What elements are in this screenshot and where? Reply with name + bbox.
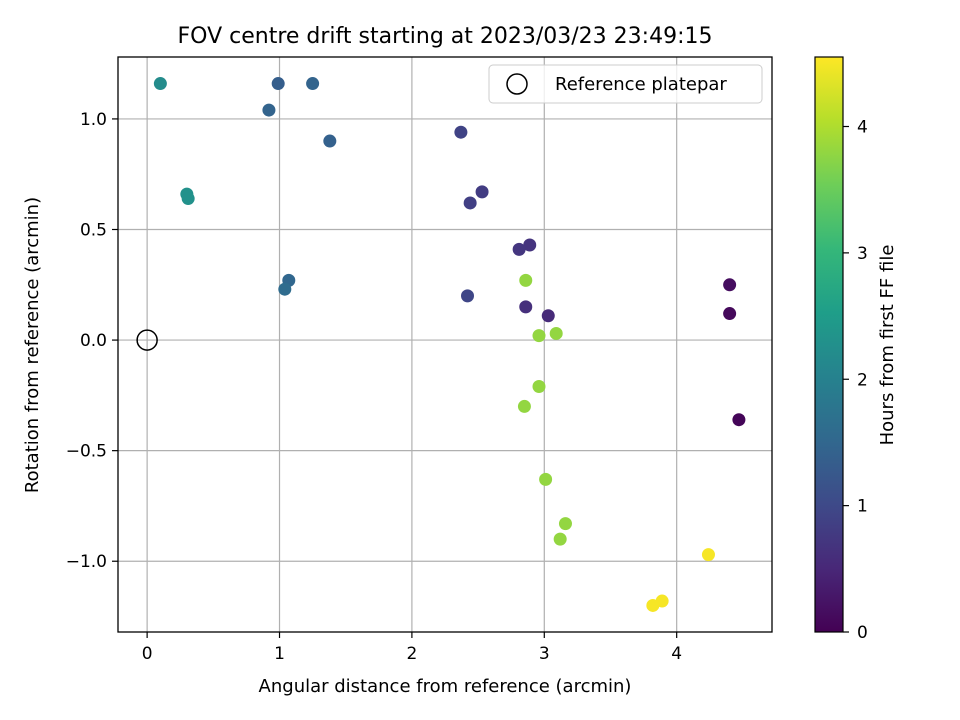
data-point	[517, 399, 531, 413]
y-tick-label: −1.0	[66, 552, 107, 572]
data-point	[454, 125, 468, 139]
legend-marker-reference	[506, 73, 528, 95]
data-point	[181, 192, 195, 206]
legend-box	[488, 64, 763, 104]
colorbar-tick-label: 4	[857, 118, 868, 138]
data-point	[271, 77, 285, 91]
y-axis-ticks: −1.0 −0.5 0.0 0.5 1.0	[66, 110, 118, 572]
reference-marker	[136, 329, 158, 351]
data-point	[646, 598, 660, 612]
data-point	[278, 282, 292, 296]
data-point	[723, 278, 737, 292]
data-point	[701, 548, 715, 562]
colorbar	[815, 57, 843, 632]
reference-platepar-point	[136, 329, 158, 351]
y-tick-label: 0.5	[80, 221, 107, 241]
data-point	[541, 309, 555, 323]
y-tick-label: −0.5	[66, 442, 107, 462]
data-point	[723, 307, 737, 321]
colorbar-label: Hours from first FF file	[877, 245, 898, 446]
data-point	[519, 273, 533, 287]
data-point	[323, 134, 337, 148]
colorbar-frame	[814, 56, 844, 633]
x-axis-ticks: 0 1 2 3 4	[142, 632, 682, 664]
x-tick-label: 1	[274, 644, 285, 664]
legend-label-reference: Reference platepar	[555, 74, 727, 95]
x-axis-label: Angular distance from reference (arcmin)	[259, 676, 632, 697]
y-axis-label: Rotation from reference (arcmin)	[22, 197, 43, 493]
grid-lines	[118, 57, 772, 632]
data-point	[153, 77, 167, 91]
data-point	[519, 300, 533, 314]
data-point	[539, 472, 553, 486]
data-point	[549, 326, 563, 340]
data-point	[463, 196, 477, 210]
data-point	[306, 77, 320, 91]
colorbar-tick-label: 3	[857, 244, 868, 264]
data-point	[475, 185, 489, 199]
y-tick-label: 0.0	[80, 331, 107, 351]
data-point	[732, 413, 746, 427]
colorbar-tick-label: 0	[857, 623, 868, 643]
legend: Reference platepar	[488, 64, 763, 104]
plot-area-frame	[117, 56, 773, 633]
colorbar-ticks: 0 1 2 3 4	[843, 118, 868, 643]
x-tick-label: 3	[539, 644, 550, 664]
data-point	[532, 380, 546, 394]
x-tick-label: 0	[142, 644, 153, 664]
x-tick-label: 4	[671, 644, 682, 664]
data-point	[512, 242, 526, 256]
data-point	[523, 238, 537, 252]
data-point	[532, 329, 546, 343]
x-tick-label: 2	[406, 644, 417, 664]
chart-title: FOV centre drift starting at 2023/03/23 …	[178, 24, 713, 49]
y-tick-label: 1.0	[80, 110, 107, 130]
data-point	[461, 289, 475, 303]
data-point	[553, 532, 567, 546]
colorbar-tick-label: 1	[857, 497, 868, 517]
data-point	[262, 103, 276, 117]
data-points	[153, 77, 746, 612]
data-point	[558, 517, 572, 531]
colorbar-tick-label: 2	[857, 370, 868, 390]
